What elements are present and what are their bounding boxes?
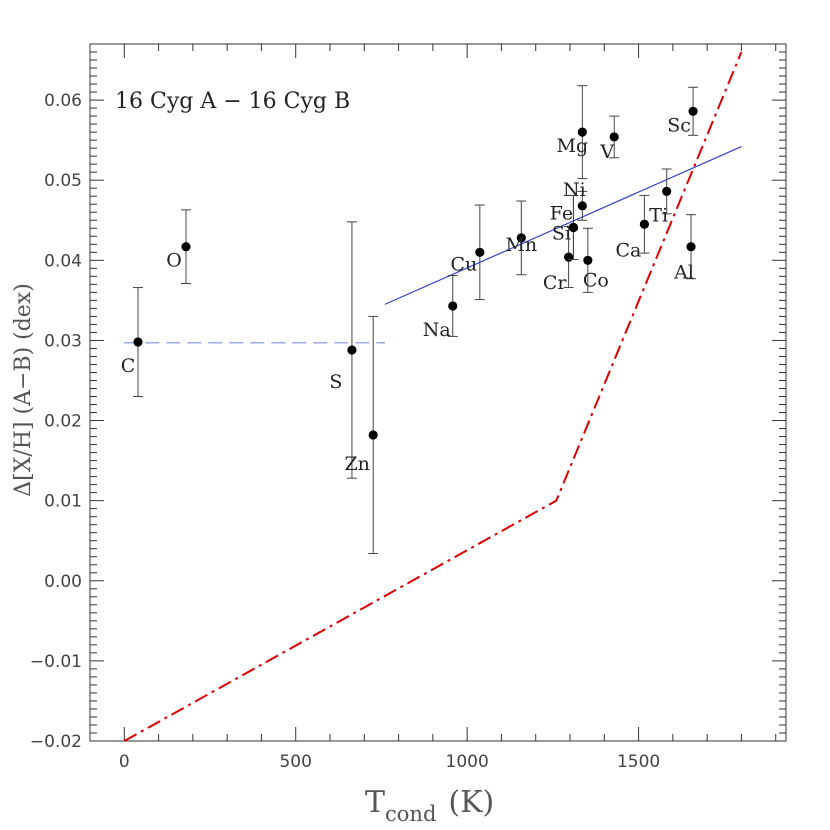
data-point-co xyxy=(583,255,593,265)
data-point-ca xyxy=(639,219,650,229)
point-label-fe: Fe xyxy=(550,202,573,224)
point-label-zn: Zn xyxy=(344,453,369,475)
point-label-al: Al xyxy=(673,262,694,284)
y-tick-label: 0.00 xyxy=(44,572,82,592)
point-label-sc: Sc xyxy=(667,114,691,136)
y-tick-label: 0.01 xyxy=(44,492,82,512)
x-tick-label: 500 xyxy=(279,752,311,772)
series-line-dash-dot xyxy=(123,51,743,742)
y-tick-label: 0.04 xyxy=(44,251,82,271)
data-point-zn xyxy=(368,430,378,440)
x-tick-label: 1000 xyxy=(446,752,489,772)
point-label-na: Na xyxy=(423,319,451,341)
point-label-c: C xyxy=(121,355,136,377)
point-label-ti: Ti xyxy=(649,204,668,226)
data-point-si xyxy=(568,222,579,233)
data-point-mg xyxy=(577,127,587,137)
x-axis-title: Tcond (K) xyxy=(365,785,494,826)
point-label-o: O xyxy=(166,250,182,272)
chart-annotation: 16 Cyg A − 16 Cyg B xyxy=(115,89,350,114)
data-point-ti xyxy=(662,186,672,197)
point-label-v: V xyxy=(599,141,614,163)
point-label-si: Si xyxy=(552,222,571,244)
svg-text:Δ[X/H] (A−B) (dex): Δ[X/H] (A−B) (dex) xyxy=(11,283,36,497)
fit-lines xyxy=(123,51,743,742)
data-point-na xyxy=(448,301,458,311)
data-point-mn xyxy=(516,233,526,243)
point-label-mn: Mn xyxy=(505,234,537,256)
y-tick-label: 0.05 xyxy=(44,171,82,191)
point-label-mg: Mg xyxy=(557,135,589,157)
data-point-cu xyxy=(475,247,485,257)
plot-frame xyxy=(89,43,787,742)
data-point-s xyxy=(347,345,357,355)
data-point-c xyxy=(133,337,143,347)
y-tick-label: −0.02 xyxy=(30,732,82,752)
x-tick-label: 1500 xyxy=(617,752,660,772)
point-label-cu: Cu xyxy=(450,253,477,275)
y-tick-label: 0.02 xyxy=(44,412,82,432)
point-label-co: Co xyxy=(583,269,609,291)
data-point-sc xyxy=(688,106,698,116)
data-point-cr xyxy=(564,252,574,262)
y-tick-label: 0.03 xyxy=(44,331,82,351)
series-line-solid xyxy=(384,145,742,305)
x-tick-label: 0 xyxy=(119,752,130,772)
point-label-cr: Cr xyxy=(543,272,568,294)
y-tick-label: −0.01 xyxy=(30,652,82,672)
data-point-al xyxy=(686,242,696,252)
data-point-o xyxy=(181,242,191,252)
y-axis-title: Δ[X/H] (A−B) (dex) xyxy=(11,283,36,497)
data-point-v xyxy=(609,132,619,142)
point-label-ca: Ca xyxy=(615,239,641,261)
point-label-ni: Ni xyxy=(563,179,586,201)
data-point-ni xyxy=(577,201,587,211)
ticks-layer: 0 500 1000 1500 −0.02 −0.01 0.00 0.01 0.02 0.03 0.… xyxy=(30,44,786,772)
y-tick-label: 0.06 xyxy=(44,91,82,111)
point-label-s: S xyxy=(329,371,342,393)
